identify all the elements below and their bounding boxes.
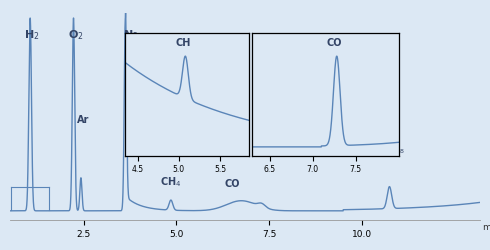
Text: C$_2$H$_8$: C$_2$H$_8$ xyxy=(381,143,405,156)
Text: CH$_4$: CH$_4$ xyxy=(160,175,181,189)
Text: min: min xyxy=(482,223,490,232)
Text: N$_2$: N$_2$ xyxy=(123,28,138,42)
Text: H$_2$: H$_2$ xyxy=(24,28,39,42)
Text: Ar: Ar xyxy=(77,114,90,124)
Text: CO: CO xyxy=(224,179,240,189)
Text: O$_2$: O$_2$ xyxy=(68,28,84,42)
